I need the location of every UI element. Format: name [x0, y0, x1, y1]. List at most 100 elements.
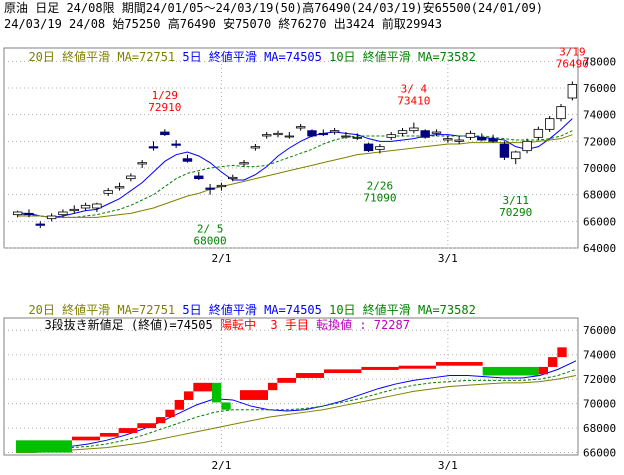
peak-annotation-value: 73410	[397, 95, 430, 108]
y-tick-label: 70000	[583, 162, 616, 175]
new-price-bar	[193, 382, 212, 392]
y-tick-label: 74000	[583, 109, 616, 122]
new-price-bar	[538, 366, 548, 375]
candle	[126, 175, 136, 180]
new-price-bar	[212, 382, 222, 403]
x-tick-label-bottom: 3/1	[438, 459, 458, 472]
candle	[522, 140, 532, 152]
new-price-bar	[137, 423, 156, 429]
candle	[363, 143, 374, 152]
candle	[69, 208, 79, 212]
new-price-title: 3段抜き新値足 (終値)=74505	[44, 318, 213, 332]
candle	[182, 158, 193, 162]
y-tick-label: 72000	[583, 135, 616, 148]
peak-annotation-date: 2/ 5	[197, 223, 224, 236]
y-tick-label-bottom: 72000	[583, 373, 616, 386]
y-tick-label: 76000	[583, 82, 616, 95]
candle	[80, 204, 91, 209]
candle	[329, 130, 340, 133]
new-price-bar	[118, 428, 138, 433]
reversal-value: 転換値 : 72287	[316, 318, 410, 332]
candle	[239, 162, 249, 165]
bottom-plot-frame	[3, 317, 579, 456]
candle	[160, 131, 170, 136]
candle	[443, 138, 453, 141]
new-price-bar	[398, 365, 436, 369]
candle	[250, 146, 261, 149]
candle	[556, 106, 566, 120]
ma10-legend-bottom[interactable]: 10日 終値平滑 MA=73582	[329, 303, 476, 317]
x-tick-label-bottom: 2/1	[211, 459, 231, 472]
candle	[307, 130, 317, 137]
y-tick-label-bottom: 74000	[583, 349, 616, 362]
candle	[148, 146, 159, 149]
candle	[295, 126, 306, 129]
candle	[194, 175, 204, 180]
candle	[228, 176, 238, 180]
ma5-legend[interactable]: 5日 終値平滑 MA=74505	[182, 50, 322, 64]
candle	[92, 203, 102, 209]
ma10-legend[interactable]: 10日 終値平滑 MA=73582	[329, 50, 476, 64]
peak-annotation-value: 72910	[148, 101, 181, 114]
y-tick-label: 78000	[583, 55, 616, 68]
ohlc-info-line: 24/03/19 24/08 始75250 高76490 安75070 終762…	[4, 17, 443, 31]
new-price-bar	[240, 390, 268, 400]
candle	[511, 151, 521, 160]
chart-title-line: 原油 日足 24/08限 期間24/01/05～24/03/19(50)高764…	[4, 1, 544, 15]
new-price-bar	[72, 436, 100, 441]
ma-line-bottom-10日	[16, 368, 577, 451]
y-tick-label-bottom: 70000	[583, 398, 616, 411]
candle	[284, 135, 295, 138]
y-tick-label: 68000	[583, 189, 616, 202]
new-price-bar	[184, 391, 194, 400]
y-tick-label-bottom: 76000	[583, 324, 616, 337]
new-price-bar	[165, 409, 175, 418]
ma-line-10日	[17, 130, 573, 218]
peak-annotation-date: 3/19	[559, 45, 586, 58]
trend-status: 陽転中	[219, 318, 256, 332]
candle	[12, 211, 23, 216]
peak-annotation-value: 68000	[194, 235, 227, 248]
new-price-bar	[324, 369, 362, 374]
new-price-bar	[174, 399, 184, 410]
candle	[431, 131, 442, 134]
peak-annotation-date: 1/29	[152, 89, 179, 102]
candle	[454, 139, 464, 142]
new-price-bar	[268, 382, 278, 391]
y-tick-label-bottom: 66000	[583, 447, 616, 460]
candle	[273, 132, 283, 136]
y-tick-label: 66000	[583, 215, 616, 228]
top-legend: 20日 終値平滑 MA=72751 5日 終値平滑 MA=74505 10日 終…	[14, 35, 476, 65]
count-label: 手目	[284, 318, 309, 332]
bottom-legend: 20日 終値平滑 MA=72751 5日 終値平滑 MA=74505 10日 終…	[14, 288, 476, 318]
y-tick-label: 64000	[583, 242, 616, 255]
candle	[205, 187, 215, 190]
candle	[352, 136, 362, 139]
candle	[318, 132, 329, 136]
candle	[103, 190, 113, 194]
y-tick-label-bottom: 68000	[583, 422, 616, 435]
new-price-bar	[548, 357, 558, 367]
candle	[386, 134, 396, 138]
new-price-bar	[16, 440, 72, 453]
ma-line-20日	[17, 134, 573, 218]
new-price-bar	[156, 417, 166, 424]
peak-annotation-value: 70290	[499, 206, 532, 219]
ma-line-bottom-5日	[16, 360, 577, 450]
new-price-bar	[296, 373, 324, 378]
new-price-bar	[557, 347, 567, 358]
ma20-legend-bottom[interactable]: 20日 終値平滑 MA=72751	[28, 303, 176, 317]
x-tick-label: 3/1	[438, 252, 458, 265]
candle	[341, 135, 351, 138]
ma-line-bottom-20日	[16, 375, 577, 454]
ma5-legend-bottom[interactable]: 5日 終値平滑 MA=74505	[182, 303, 322, 317]
candle	[397, 130, 408, 134]
new-price-bar	[100, 432, 119, 437]
new-price-bar	[277, 377, 296, 383]
ma20-legend[interactable]: 20日 終値平滑 MA=72751	[28, 50, 176, 64]
candle	[171, 143, 181, 146]
candle	[137, 162, 147, 165]
candle	[24, 212, 34, 216]
candle	[216, 184, 227, 188]
